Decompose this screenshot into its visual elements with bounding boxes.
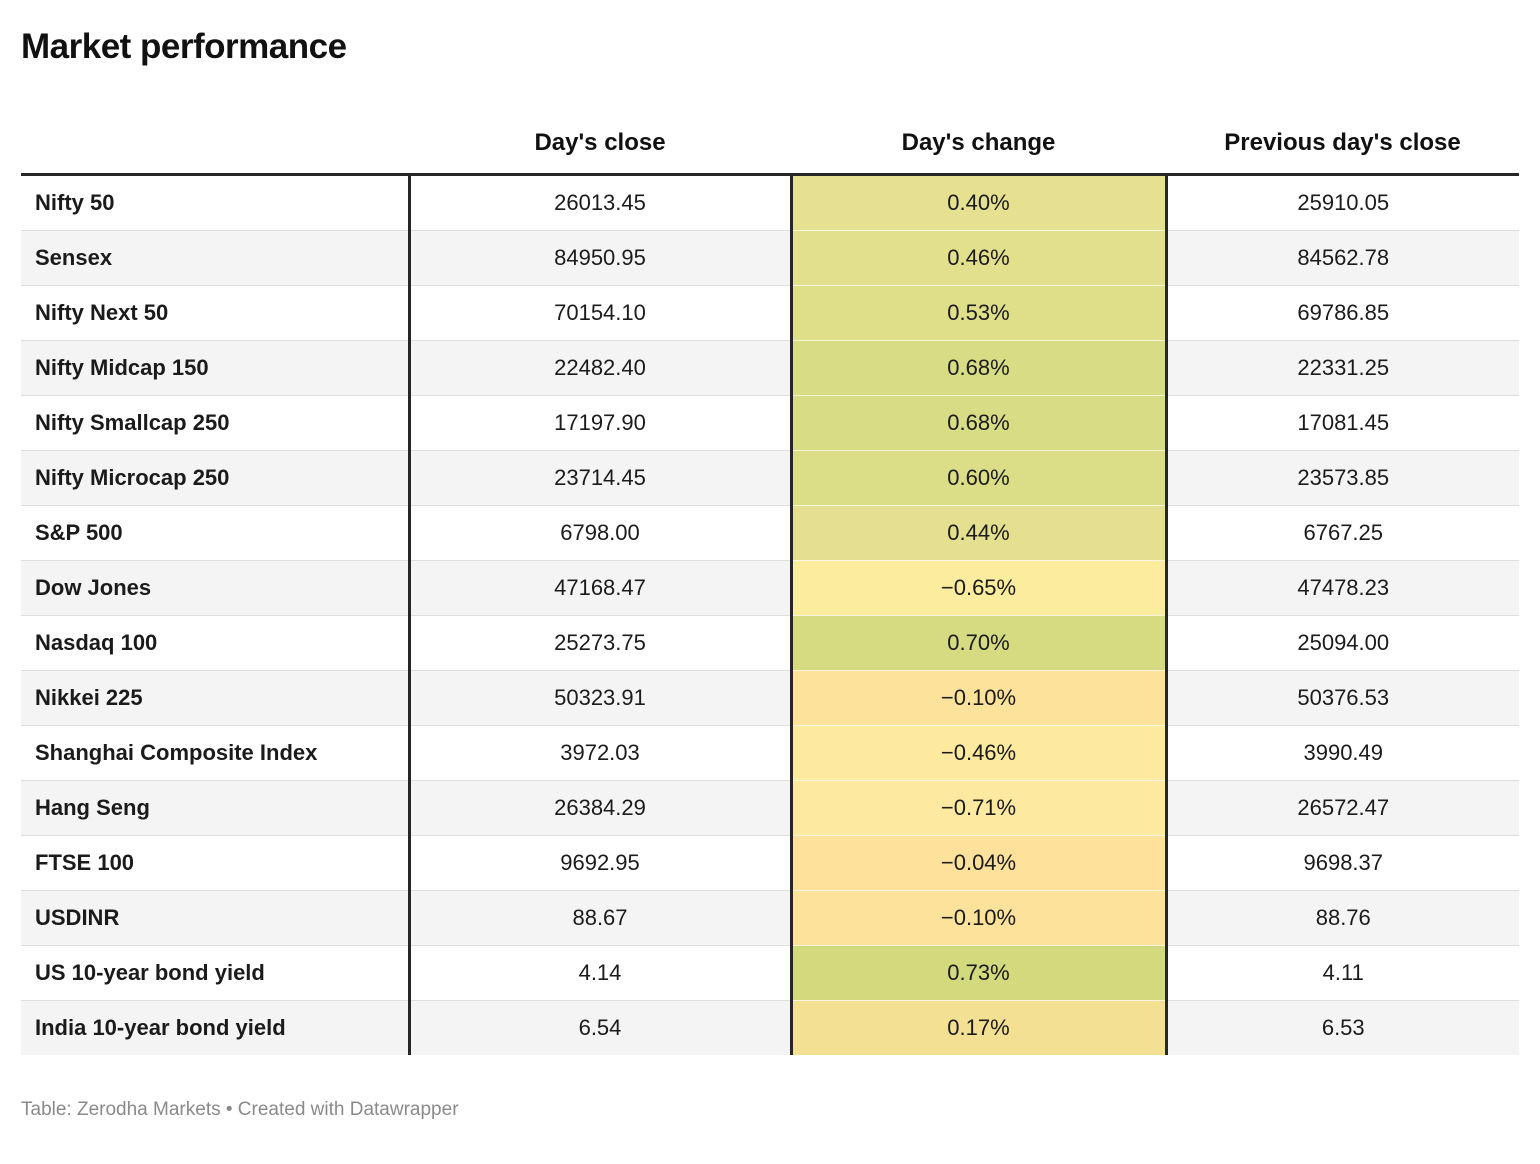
days-change-value: 0.44% <box>789 504 1168 560</box>
table-row: Nifty 50 26013.45 0.40% 25910.05 <box>21 174 1519 230</box>
row-label: Nifty Microcap 250 <box>21 449 411 505</box>
table-row: US 10-year bond yield 4.14 0.73% 4.11 <box>21 944 1519 1000</box>
days-change-value: −0.10% <box>789 889 1168 945</box>
table-row: Hang Seng 26384.29 −0.71% 26572.47 <box>21 779 1519 835</box>
previous-days-close-value: 3990.49 <box>1166 724 1519 780</box>
previous-days-close-value: 26572.47 <box>1166 779 1519 835</box>
days-close-value: 9692.95 <box>409 834 791 890</box>
days-change-value: −0.46% <box>789 724 1168 780</box>
days-change-value: −0.65% <box>789 559 1168 615</box>
days-close-value: 6798.00 <box>409 504 791 560</box>
days-close-value: 26013.45 <box>554 189 646 215</box>
row-label: USDINR <box>21 889 411 945</box>
table-row: USDINR 88.67 −0.10% 88.76 <box>21 889 1519 945</box>
previous-days-close-value: 25094.00 <box>1166 614 1519 670</box>
days-change-value: 0.68% <box>789 339 1168 395</box>
days-close-value: 47168.47 <box>409 559 791 615</box>
previous-days-close-value: 23573.85 <box>1166 449 1519 505</box>
attribution-footer: Table: Zerodha Markets • Created with Da… <box>21 1098 459 1120</box>
page-title: Market performance <box>21 27 347 66</box>
market-performance-table: Day's close Day's change Previous day's … <box>21 129 1519 1055</box>
days-close-value: 70154.10 <box>409 284 791 340</box>
table-row: S&P 500 6798.00 0.44% 6767.25 <box>21 504 1519 560</box>
previous-days-close-value: 17081.45 <box>1166 394 1519 450</box>
table-row: FTSE 100 9692.95 −0.04% 9698.37 <box>21 834 1519 890</box>
days-change-value: 0.73% <box>789 944 1168 1000</box>
table-row: Nifty Microcap 250 23714.45 0.60% 23573.85 <box>21 449 1519 505</box>
table-row: Dow Jones 47168.47 −0.65% 47478.23 <box>21 559 1519 615</box>
column-header-days-change: Day's change <box>901 128 1056 156</box>
days-close-value: 84950.95 <box>409 229 791 285</box>
days-close-value: 6.54 <box>409 999 791 1055</box>
table-row: Nasdaq 100 25273.75 0.70% 25094.00 <box>21 614 1519 670</box>
row-label: US 10-year bond yield <box>21 944 411 1000</box>
days-change-value: 0.70% <box>789 614 1168 670</box>
table-row: Sensex 84950.95 0.46% 84562.78 <box>21 229 1519 285</box>
days-change-value: 0.60% <box>789 449 1168 505</box>
previous-days-close-value: 47478.23 <box>1166 559 1519 615</box>
days-close-value: 25273.75 <box>409 614 791 670</box>
row-label: Nasdaq 100 <box>21 614 411 670</box>
days-change-value: 0.17% <box>789 999 1168 1055</box>
days-change-value: −0.71% <box>789 779 1168 835</box>
row-label: Shanghai Composite Index <box>21 724 411 780</box>
previous-days-close-value: 25910.05 <box>1297 189 1390 215</box>
previous-days-close-value: 9698.37 <box>1166 834 1519 890</box>
previous-days-close-value: 88.76 <box>1166 889 1519 945</box>
table-row: India 10-year bond yield 6.54 0.17% 6.53 <box>21 999 1519 1055</box>
row-label: Nikkei 225 <box>21 669 411 725</box>
column-header-previous-days-close: Previous day's close <box>1224 128 1461 156</box>
previous-days-close-value: 4.11 <box>1166 944 1519 1000</box>
table-row: Nikkei 225 50323.91 −0.10% 50376.53 <box>21 669 1519 725</box>
days-change-value: 0.40% <box>789 174 1168 230</box>
table-body: Nifty 50 26013.45 0.40% 25910.05 Sensex 84950… <box>21 174 1519 1055</box>
days-change-value: 0.68% <box>789 394 1168 450</box>
days-close-value: 50323.91 <box>409 669 791 725</box>
days-close-value: 88.67 <box>409 889 791 945</box>
row-label: Dow Jones <box>21 559 411 615</box>
days-close-value: 22482.40 <box>409 339 791 395</box>
previous-days-close-value: 6.53 <box>1166 999 1519 1055</box>
row-label: Nifty Midcap 150 <box>21 339 411 395</box>
column-header-blank <box>21 129 409 175</box>
row-label: India 10-year bond yield <box>21 999 411 1055</box>
previous-days-close-value: 6767.25 <box>1166 504 1519 560</box>
previous-days-close-value: 22331.25 <box>1166 339 1519 395</box>
days-change-value: −0.10% <box>789 669 1168 725</box>
row-label: Sensex <box>21 229 411 285</box>
table-row: Nifty Next 50 70154.10 0.53% 69786.85 <box>21 284 1519 340</box>
days-close-value: 3972.03 <box>409 724 791 780</box>
previous-days-close-value: 50376.53 <box>1166 669 1519 725</box>
row-label: Nifty 50 <box>21 174 411 230</box>
table-row: Nifty Midcap 150 22482.40 0.68% 22331.25 <box>21 339 1519 395</box>
row-label: Hang Seng <box>21 779 411 835</box>
previous-days-close-value: 84562.78 <box>1166 229 1519 285</box>
days-close-value: 17197.90 <box>409 394 791 450</box>
days-close-value: 23714.45 <box>409 449 791 505</box>
row-label: Nifty Next 50 <box>21 284 411 340</box>
previous-days-close-value: 69786.85 <box>1166 284 1519 340</box>
table-header: Day's close Day's change Previous day's … <box>21 129 1519 175</box>
row-label: FTSE 100 <box>21 834 411 890</box>
row-label: Nifty Smallcap 250 <box>21 394 411 450</box>
row-label: S&P 500 <box>21 504 411 560</box>
days-close-value: 4.14 <box>409 944 791 1000</box>
days-change-value: 0.53% <box>789 284 1168 340</box>
table-row: Nifty Smallcap 250 17197.90 0.68% 17081.45 <box>21 394 1519 450</box>
table-row: Shanghai Composite Index 3972.03 −0.46% 399… <box>21 724 1519 780</box>
days-close-value: 26384.29 <box>409 779 791 835</box>
days-change-value: −0.04% <box>789 834 1168 890</box>
column-header-days-close: Day's close <box>534 128 666 156</box>
days-change-value: 0.46% <box>789 229 1168 285</box>
